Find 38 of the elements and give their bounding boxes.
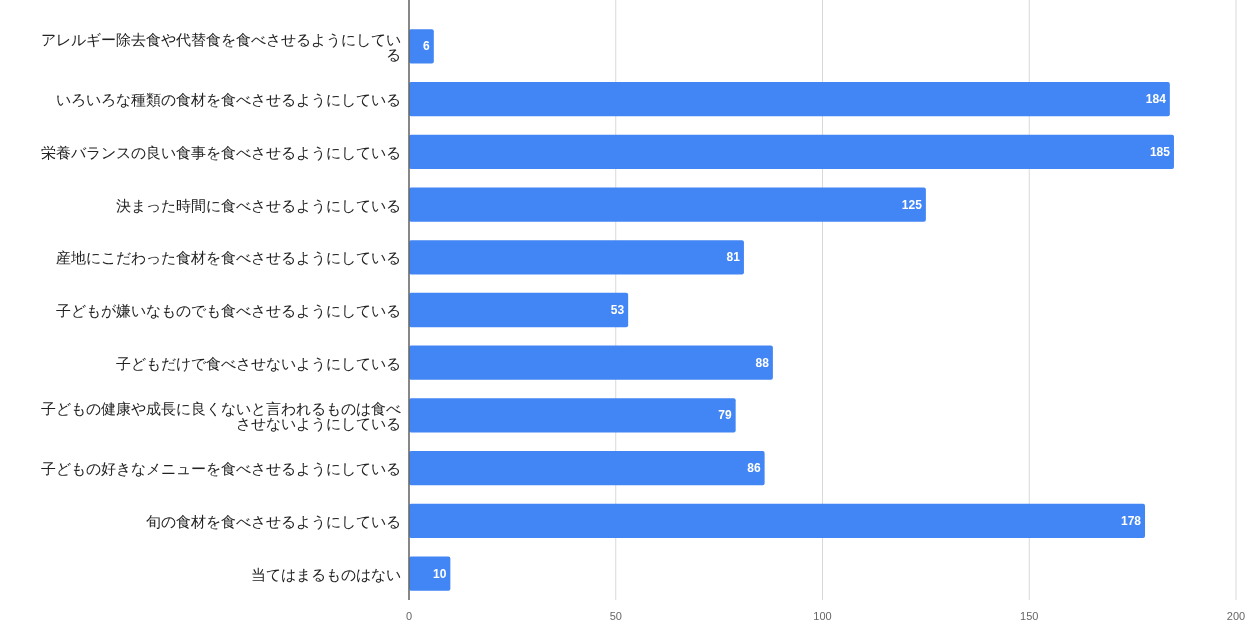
data-label: 79 [718,408,732,423]
bar [409,81,1170,117]
y-tick-label: アレルギー除去食や代替食を食べさせるようにしている [41,30,401,63]
y-tick-label: 子どもが嫌いなものでも食べさせるようにしている [56,301,401,319]
data-label: 88 [755,355,770,370]
x-tick-label: 100 [813,610,832,622]
data-label: 125 [901,197,923,212]
data-label: 86 [747,461,761,476]
y-tick-label: 旬の食材を食べさせるようにしている [146,512,401,530]
x-tick-label: 150 [1020,610,1039,622]
bar [409,29,434,64]
y-tick-label: 子どもの健康や成長に良くないと言われるものは食べさせないようにしている [41,399,401,432]
y-tick-label: 子どもだけで食べさせないようにしている [116,354,401,372]
bar [409,240,744,275]
y-tick-label: 産地にこだわった食材を食べさせるようにしている [56,248,401,266]
y-tick-label: 決まった時間に食べさせるようにしている [116,196,401,214]
data-label: 178 [1121,513,1142,528]
data-label: 185 [1149,144,1171,159]
bar [409,398,736,433]
data-label: 184 [1145,92,1167,107]
y-tick-label: 当てはまるものはない [251,565,401,583]
bar [409,345,773,380]
data-label: 10 [432,566,447,581]
bar [409,503,1146,539]
bar [409,134,1174,169]
bar [409,451,765,486]
bar [409,292,629,328]
y-tick-label: いろいろな種類の食材を食べさせるようにしている [56,90,401,108]
x-tick-label: 200 [1226,610,1246,622]
data-label: 81 [726,250,741,265]
y-tick-label: 栄養バランスの良い食事を食べさせるようにしている [41,143,401,161]
x-tick-label: 0 [405,610,413,622]
bar [409,187,926,222]
data-label: 53 [610,303,625,317]
y-tick-label: 子どもの好きなメニューを食べさせるようにしている [41,459,401,477]
data-label: 6 [423,39,431,54]
bar [409,556,451,591]
x-tick-label: 50 [609,610,622,622]
